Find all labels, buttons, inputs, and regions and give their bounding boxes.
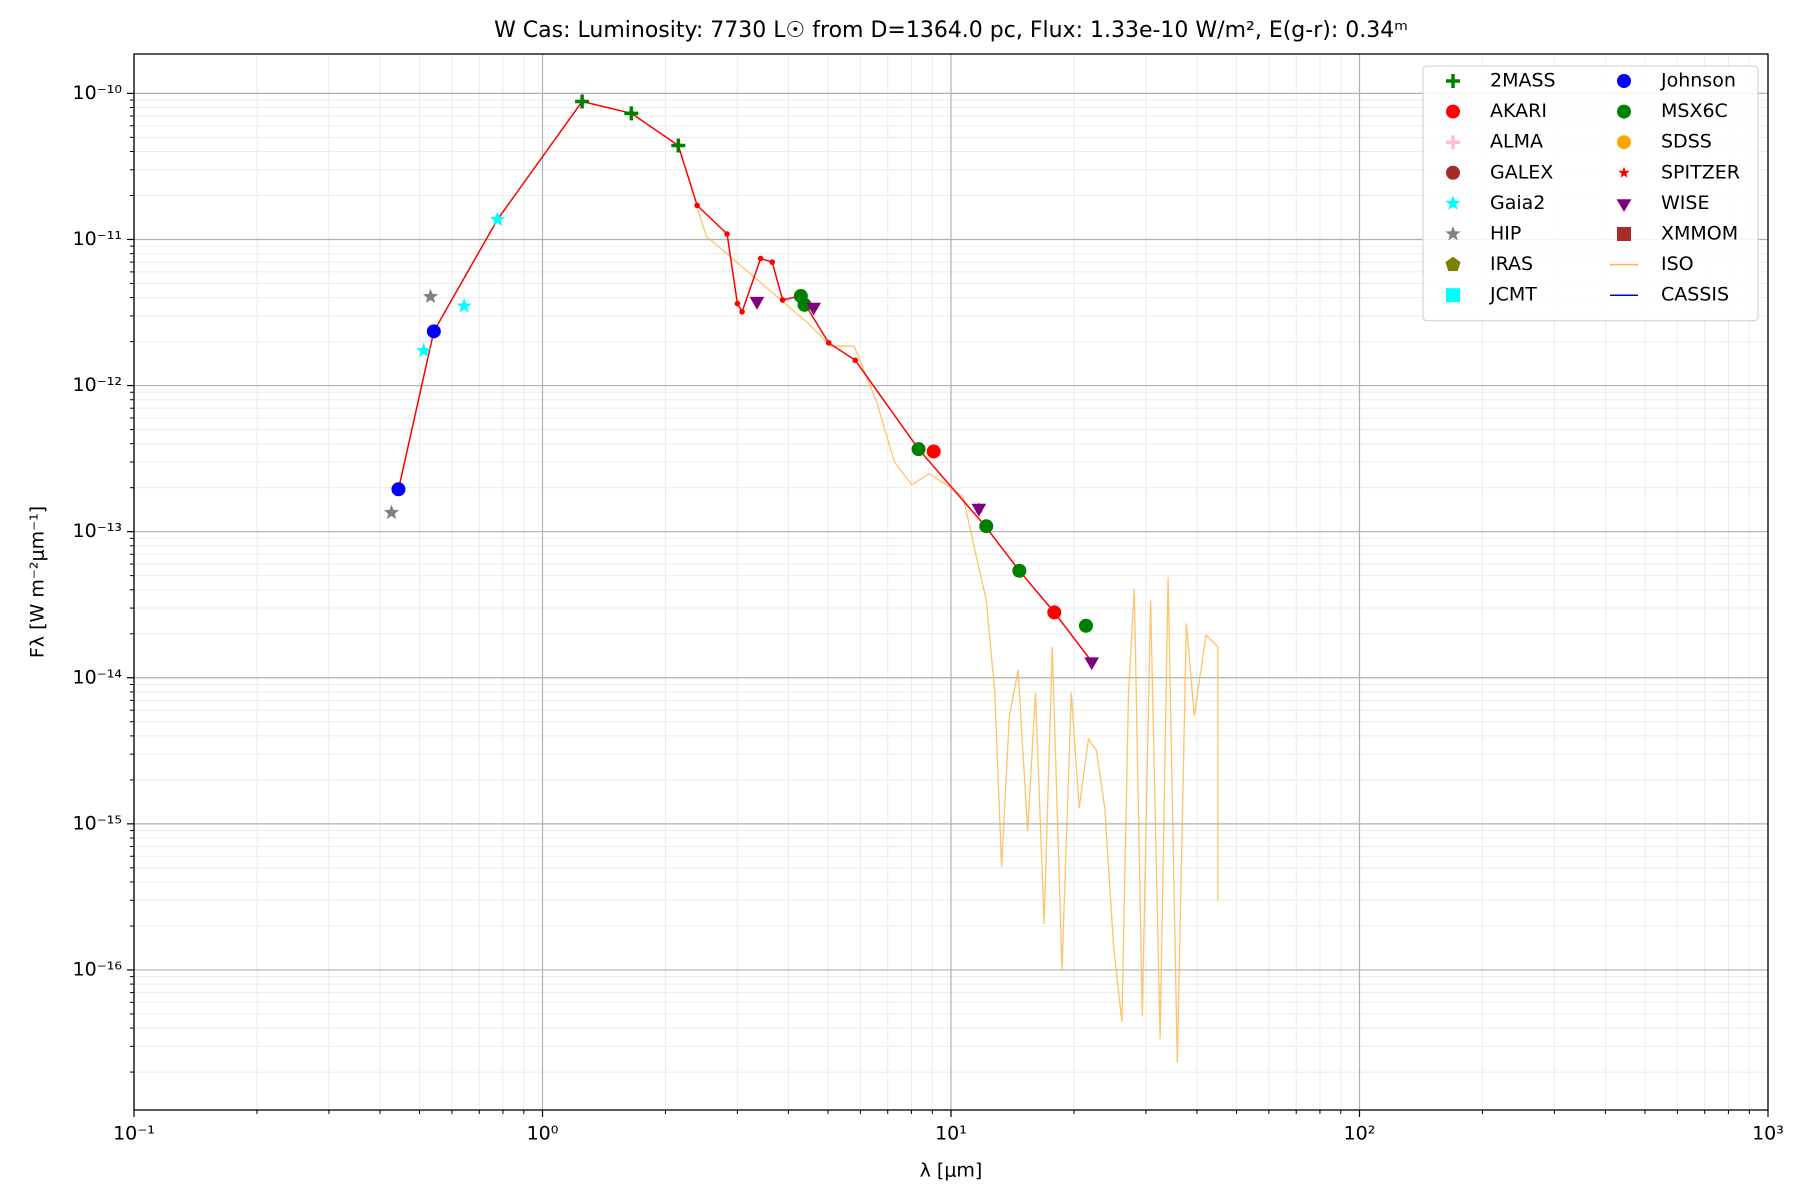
legend-marker — [1446, 135, 1460, 150]
point — [383, 504, 400, 520]
axes-frame — [133, 53, 1769, 1111]
legend-label: SPITZER — [1661, 161, 1740, 183]
legend-label: GALEX — [1490, 161, 1553, 183]
y-tick-label: 10⁻¹⁴ — [73, 666, 123, 688]
legend-label: Gaia2 — [1490, 192, 1545, 214]
legend-marker — [1445, 256, 1461, 272]
model-point — [852, 357, 859, 364]
y-tick-label: 10⁻¹³ — [73, 520, 122, 542]
model-point — [694, 202, 700, 209]
legend-label: SDSS — [1661, 131, 1712, 153]
model-point — [779, 297, 786, 303]
legend-label: CASSIS — [1661, 284, 1729, 306]
x-tick-label: 10² — [1344, 1123, 1376, 1145]
y-tick-label: 10⁻¹² — [73, 374, 122, 396]
point — [456, 298, 472, 313]
legend-box — [1422, 65, 1759, 322]
legend-marker — [1617, 227, 1631, 241]
point — [979, 519, 994, 534]
legend: 2MASS AKARI ALMA GALEX Gaia2 HIP IRAS JCMT Johns… — [1422, 65, 1759, 322]
legend-label: ISO — [1661, 253, 1694, 275]
model-point — [825, 340, 832, 346]
model-point — [757, 255, 764, 262]
point — [1012, 563, 1027, 578]
point — [422, 288, 439, 304]
y-tick-label: 10⁻¹⁵ — [73, 812, 122, 834]
legend-marker — [1617, 104, 1631, 119]
point — [671, 138, 686, 153]
legend-marker — [1617, 74, 1631, 88]
point — [911, 442, 926, 457]
legend-marker — [1446, 165, 1460, 180]
legend-marker — [1446, 104, 1460, 119]
point — [391, 482, 406, 497]
legend-marker — [1446, 74, 1460, 88]
legend-marker — [1617, 135, 1631, 150]
x-tick-label: 10⁻¹ — [113, 1123, 155, 1145]
model-point — [734, 300, 741, 307]
y-axis-label: Fλ [W m⁻²μm⁻¹] — [27, 506, 49, 658]
legend-marker — [1445, 226, 1461, 241]
point — [749, 296, 765, 310]
x-tick-label: 10¹ — [935, 1123, 967, 1145]
x-axis-label: λ [μm] — [920, 1160, 983, 1182]
series-line — [696, 207, 1219, 1063]
legend-label: IRAS — [1490, 253, 1533, 275]
legend-label: WISE — [1661, 192, 1709, 214]
legend-marker — [1618, 166, 1630, 178]
y-tick-label: 10⁻¹¹ — [73, 228, 122, 250]
plot-area — [383, 94, 1219, 1063]
point — [1084, 657, 1099, 671]
data-layer — [383, 94, 1219, 1063]
legend-label: ALMA — [1490, 131, 1543, 153]
point — [797, 297, 812, 312]
x-tick-label: 10⁰ — [527, 1123, 559, 1145]
y-tick-label: 10⁻¹⁶ — [73, 958, 122, 980]
x-tick-label: 10³ — [1752, 1123, 1784, 1145]
point — [806, 302, 821, 316]
model-point — [739, 308, 745, 315]
model-point — [769, 259, 775, 265]
point — [1047, 605, 1062, 620]
point — [489, 211, 506, 226]
legend-label: JCMT — [1489, 284, 1537, 306]
y-tick-label: 10⁻¹⁰ — [73, 82, 122, 104]
legend-label: HIP — [1490, 223, 1521, 245]
model-point — [724, 231, 730, 237]
point — [624, 106, 639, 121]
point — [971, 503, 987, 517]
legend-label: XMMOM — [1661, 223, 1738, 245]
point — [926, 444, 941, 459]
point — [416, 342, 432, 358]
point — [426, 324, 441, 339]
legend-label: Johnson — [1660, 70, 1736, 92]
chart-title: W Cas: Luminosity: 7730 L☉ from D=1364.0… — [494, 18, 1408, 43]
legend-marker — [1446, 288, 1460, 303]
point — [575, 94, 590, 109]
legend-marker — [1616, 199, 1632, 212]
legend-label: 2MASS — [1490, 70, 1556, 92]
legend-marker — [1445, 195, 1461, 210]
point — [1078, 618, 1093, 633]
legend-label: AKARI — [1490, 100, 1547, 122]
legend-label: MSX6C — [1661, 100, 1728, 122]
